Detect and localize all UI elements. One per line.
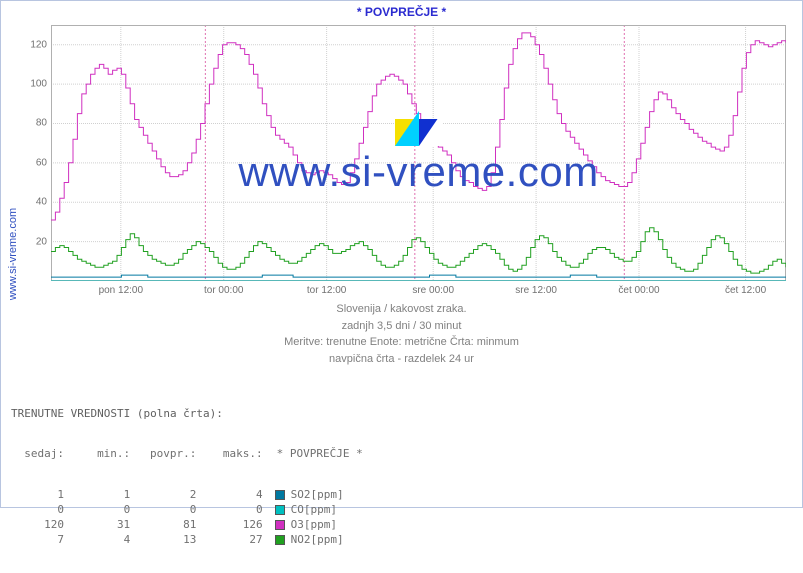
caption-line: navpična črta - razdelek 24 ur — [1, 351, 802, 368]
legend-label: NO2[ppm] — [291, 532, 344, 547]
caption-line: Slovenija / kakovost zraka. — [1, 301, 802, 318]
table-cell: 13 — [130, 532, 196, 547]
table-col-header: sedaj: — [11, 446, 64, 461]
table-row: 1124SO2[ppm] — [11, 487, 363, 502]
table-col-header: maks.: — [196, 446, 262, 461]
table-cell: 126 — [196, 517, 262, 532]
x-tick: tor 12:00 — [307, 285, 346, 296]
table-col-header: min.: — [64, 446, 130, 461]
legend-label: CO[ppm] — [291, 502, 337, 517]
x-tick: tor 00:00 — [204, 285, 243, 296]
table-header-row: sedaj:min.:povpr.:maks.: * POVPREČJE * — [11, 446, 363, 461]
y-tick-labels: 20 40 60 80 100 120 — [1, 25, 47, 281]
x-tick: čet 00:00 — [618, 285, 659, 296]
legend-swatch — [275, 520, 285, 530]
table-cell: 4 — [64, 532, 130, 547]
caption-line: Meritve: trenutne Enote: metrične Črta: … — [1, 334, 802, 351]
table-header-line: TRENUTNE VREDNOSTI (polna črta): — [11, 407, 363, 420]
x-tick-labels: pon 12:00 tor 00:00 tor 12:00 sre 00:00 sre … — [51, 285, 786, 299]
y-tick: 20 — [36, 236, 47, 247]
table-cell: 2 — [130, 487, 196, 502]
x-tick: sre 12:00 — [515, 285, 557, 296]
table-row: 0000CO[ppm] — [11, 502, 363, 517]
table-cell: 0 — [196, 502, 262, 517]
data-table: TRENUTNE VREDNOSTI (polna črta): sedaj:m… — [11, 381, 363, 573]
plot-svg — [51, 25, 786, 281]
plot-area — [51, 25, 786, 281]
y-tick: 60 — [36, 157, 47, 168]
table-cell: 0 — [130, 502, 196, 517]
x-tick: pon 12:00 — [99, 285, 144, 296]
table-cell: 7 — [11, 532, 64, 547]
y-tick: 40 — [36, 197, 47, 208]
legend-swatch — [275, 490, 285, 500]
y-tick: 120 — [30, 39, 47, 50]
table-cell: 0 — [11, 502, 64, 517]
table-cell: 27 — [196, 532, 262, 547]
table-cell: 0 — [64, 502, 130, 517]
caption-line: zadnjh 3,5 dni / 30 minut — [1, 318, 802, 335]
chart-frame: www.si-vreme.com * POVPREČJE * 204060801… — [0, 0, 803, 508]
legend-swatch — [275, 535, 285, 545]
legend-label: O3[ppm] — [291, 517, 337, 532]
x-tick: sre 00:00 — [412, 285, 454, 296]
chart-title: * POVPREČJE * — [1, 5, 802, 19]
legend-label: SO2[ppm] — [291, 487, 344, 502]
y-tick: 100 — [30, 79, 47, 90]
table-cell: 4 — [196, 487, 262, 502]
table-cell: 1 — [64, 487, 130, 502]
chart-caption: Slovenija / kakovost zraka.zadnjh 3,5 dn… — [1, 301, 802, 367]
x-tick: čet 12:00 — [725, 285, 766, 296]
table-row: 1203181126 O3[ppm] — [11, 517, 363, 532]
legend-title: * POVPREČJE * — [277, 446, 363, 461]
table-col-header: povpr.: — [130, 446, 196, 461]
table-row: 741327 NO2[ppm] — [11, 532, 363, 547]
y-tick: 80 — [36, 118, 47, 129]
table-cell: 31 — [64, 517, 130, 532]
legend-swatch — [275, 505, 285, 515]
table-cell: 81 — [130, 517, 196, 532]
table-cell: 120 — [11, 517, 64, 532]
table-cell: 1 — [11, 487, 64, 502]
